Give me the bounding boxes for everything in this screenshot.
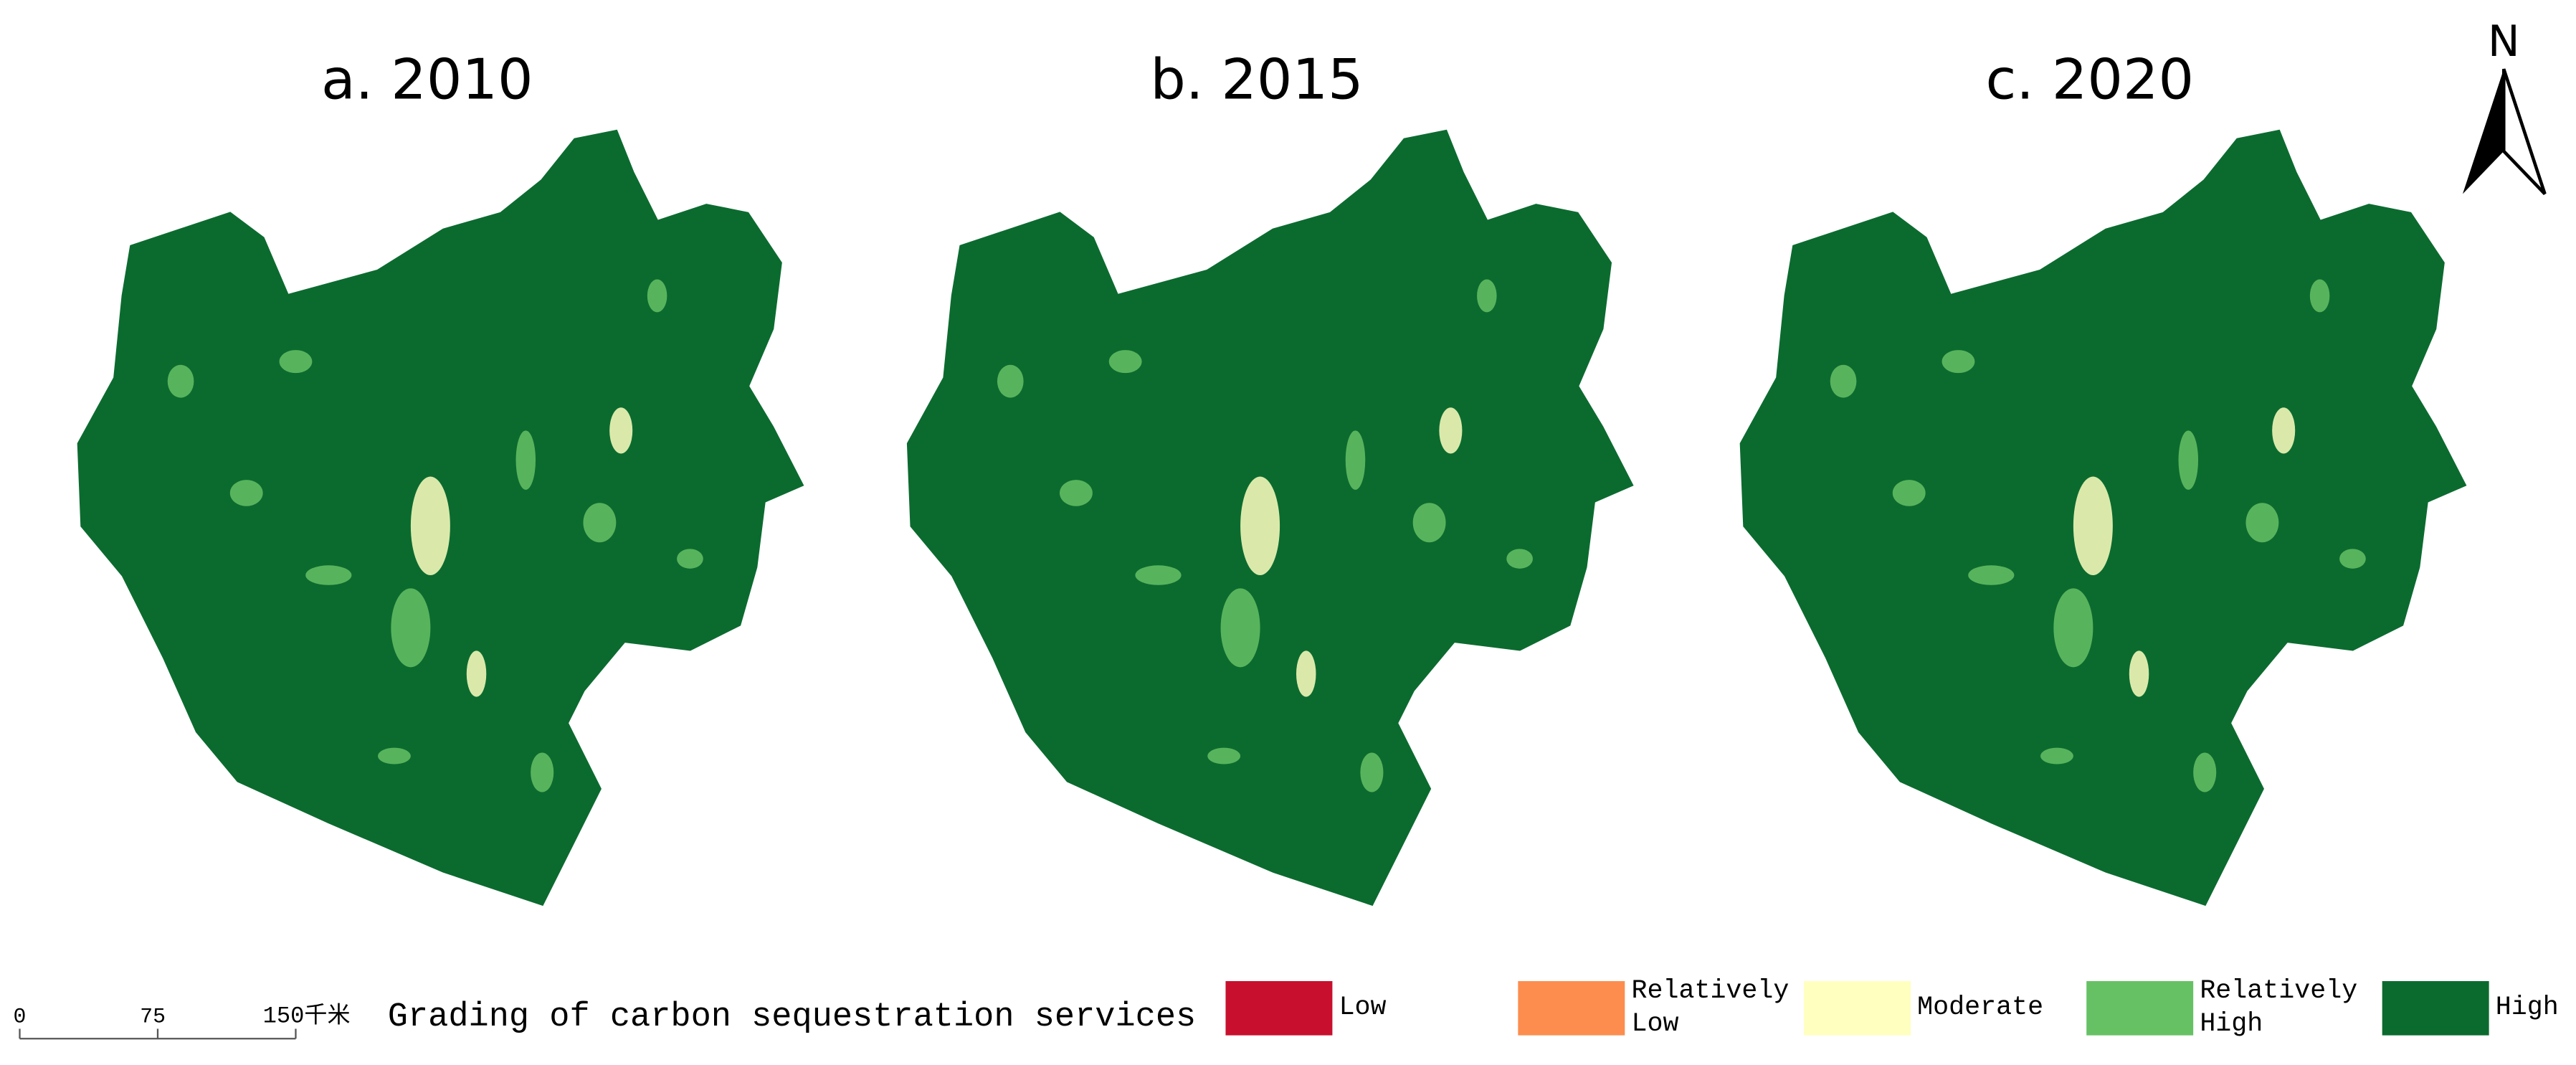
land-patch [410,476,450,576]
legend-label: Moderate [1917,993,2043,1023]
land-patch [1439,407,1463,454]
legend-swatch [2086,981,2194,1036]
legend-title: Grading of carbon sequestration services [388,998,1196,1036]
land-patch [997,364,1024,398]
land-patch [305,565,352,585]
land-patch [167,364,194,398]
land-patch [2193,752,2217,792]
land-patch [1345,430,1366,490]
legend-label: Relatively [2200,976,2357,1006]
legend-label: High [2496,993,2559,1023]
scale-label: 150千米 [263,1002,351,1029]
land-patch [515,430,536,490]
north-label: N [2488,17,2520,67]
land-patch [466,650,487,697]
land-patch [2245,503,2279,543]
panel-title: c. 2020 [1985,47,2194,112]
legend-label: Low [1339,993,1387,1023]
land-patch [1240,476,1280,576]
land-patch [1892,480,1926,506]
scale-label: 75 [140,1004,166,1028]
land-patch [1506,549,1533,569]
legend-swatch [1804,981,1911,1036]
land-patch [1360,752,1384,792]
scale-label: 0 [14,1004,27,1028]
land-patch [1060,480,1093,506]
land-patch [2309,279,2330,313]
legend-swatch [1225,981,1333,1036]
land-patch [279,350,313,374]
land-patch [609,407,633,454]
land-patch [1135,565,1182,585]
land-patch [391,588,431,668]
land-patch [2272,407,2296,454]
panel-title: b. 2015 [1150,47,1363,112]
land-patch [2053,588,2093,668]
map-panel: b. 2015 [906,47,1634,907]
legend-label: Low [1631,1009,1678,1039]
land-patch [1968,565,2015,585]
land-patch [2073,476,2113,576]
land-patch [1830,364,1857,398]
land-patch [647,279,667,313]
land-patch [2339,549,2366,569]
land-patch [2129,650,2149,697]
land-patch [531,752,554,792]
north-arrow-right [2501,68,2547,195]
legend-label: High [2200,1009,2263,1039]
land-patch [1108,350,1142,374]
map-panel: c. 2020 [1739,47,2467,907]
legend-swatch [2382,981,2489,1036]
land-patch [677,549,703,569]
land-patch [1220,588,1260,668]
panel-title: a. 2010 [321,47,533,112]
figure-content: N 0 75 150千米 Grading of carbon sequestra… [14,17,2559,1040]
north-arrow-left [2462,69,2504,194]
land-patch [1412,503,1446,543]
land-patch [378,747,411,765]
land-patch [1207,747,1241,765]
map-panel: a. 2010 [77,47,804,907]
land-patch [583,503,617,543]
land-patch [1941,350,1975,374]
land-patch [2178,430,2199,490]
legend-swatch [1518,981,1625,1036]
land-patch [2040,747,2073,765]
land-patch [229,480,263,506]
land-patch [1477,279,1497,313]
legend-label: Relatively [1631,976,1789,1006]
land-patch [1296,650,1316,697]
